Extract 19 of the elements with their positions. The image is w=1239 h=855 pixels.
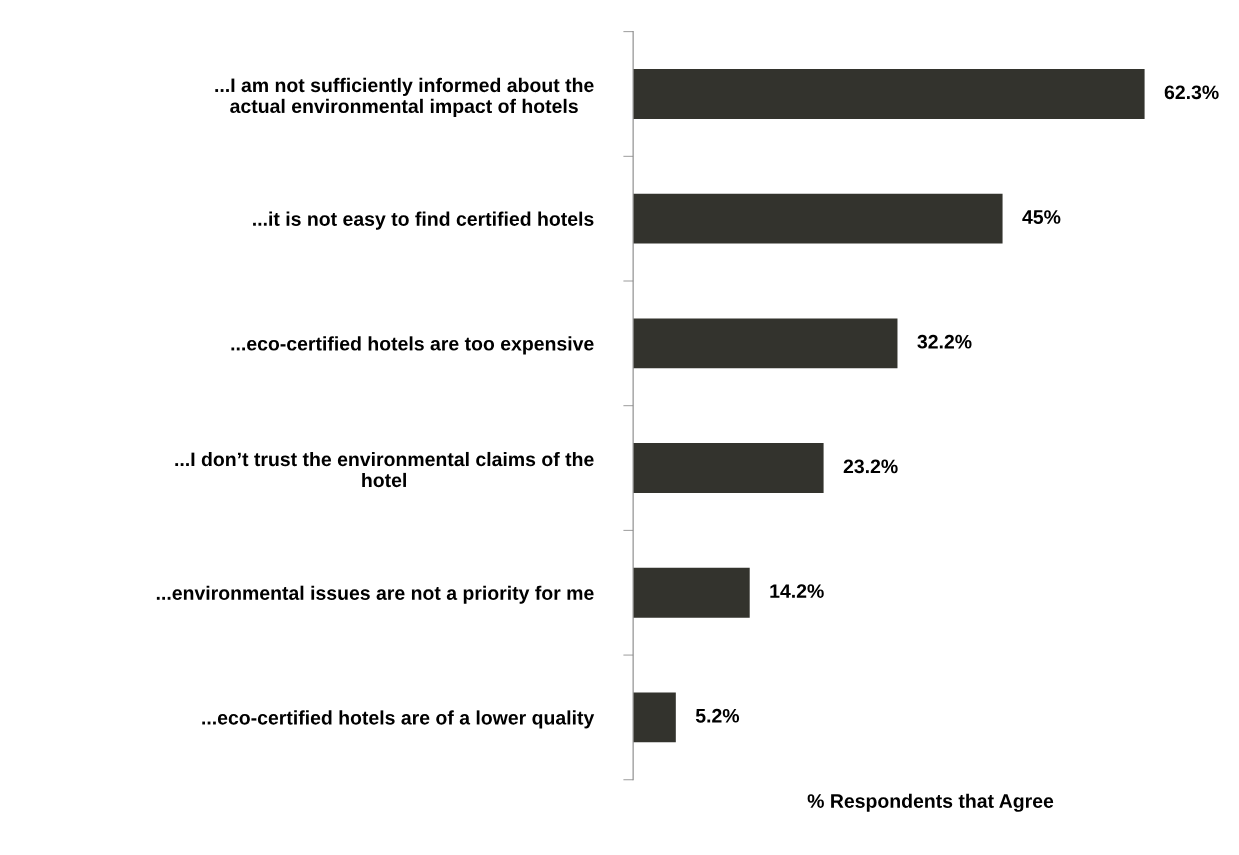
bar	[633, 567, 750, 618]
data-label: 23.2%	[843, 459, 898, 474]
x-axis-title: % Respondents that Agree	[807, 793, 1054, 812]
bar	[633, 692, 676, 743]
y-tick-label: ...eco-certified hotels are of a lower quality	[202, 710, 595, 729]
y-tick-label: ...I don’t trust the environmental claims of the hotel	[175, 451, 594, 488]
y-tick-label: ...it is not easy to find certified hotels	[253, 211, 594, 230]
bar	[633, 318, 898, 369]
data-label: 62.3%	[1164, 85, 1219, 100]
data-label: 32.2%	[917, 334, 972, 349]
data-label: 5.2%	[695, 708, 740, 723]
data-label: 14.2%	[770, 584, 824, 598]
bar	[633, 69, 1145, 119]
data-label: 45%	[1022, 210, 1061, 224]
y-tick-label: ...I am not sufficiently informed about the actual environmental impact of hotels	[215, 77, 594, 117]
y-tick-label: ...environmental issues are not a priority for me	[156, 585, 594, 604]
bar	[633, 193, 1003, 244]
y-tick-label: ...eco-certified hotels are too expensive	[231, 336, 594, 355]
bar	[633, 443, 824, 493]
